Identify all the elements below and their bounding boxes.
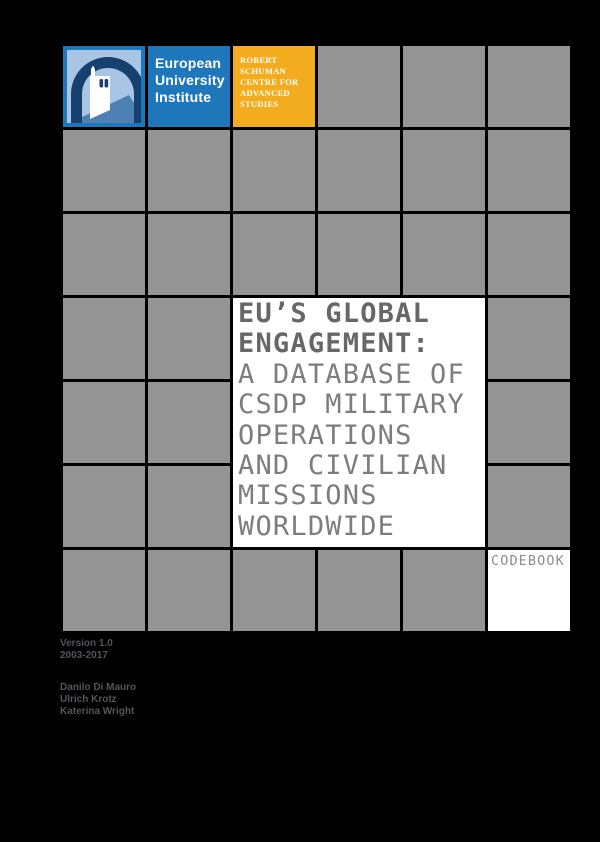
author-name: Katerina Wright bbox=[60, 706, 135, 717]
rscas-line: CENTRE FOR bbox=[240, 77, 299, 87]
gray-tile bbox=[148, 298, 230, 379]
gray-tile bbox=[318, 130, 400, 211]
gray-tile bbox=[233, 130, 315, 211]
title-line: ENGAGEMENT: bbox=[238, 328, 431, 360]
gray-tile bbox=[63, 214, 145, 295]
rscas-tile: ROBERT SCHUMAN CENTRE FOR ADVANCED STUDI… bbox=[233, 46, 315, 127]
subtitle-line: A DATABASE OF bbox=[238, 358, 465, 390]
gray-tile bbox=[318, 46, 400, 127]
title-block: EU’S GLOBAL ENGAGEMENT: A DATABASE OF CS… bbox=[233, 298, 485, 547]
rscas-line: SCHUMAN bbox=[240, 66, 287, 76]
subtitle-line: CSDP MILITARY bbox=[238, 389, 465, 421]
gray-tile bbox=[233, 550, 315, 631]
gray-tile bbox=[403, 550, 485, 631]
gray-tile bbox=[148, 550, 230, 631]
subtitle-line: MISSIONS bbox=[238, 480, 378, 512]
gray-tile bbox=[233, 214, 315, 295]
codebook-tile: CODEBOOK bbox=[488, 550, 570, 631]
gray-tile bbox=[148, 382, 230, 463]
authors-list: Danilo Di Mauro Ulrich Krotz Katerina Wr… bbox=[60, 682, 136, 718]
gray-tile bbox=[63, 466, 145, 547]
gray-tile bbox=[488, 382, 570, 463]
gray-tile bbox=[403, 130, 485, 211]
eui-name-line: University bbox=[155, 72, 225, 88]
tile-grid: European University Institute ROBERT SCH… bbox=[63, 46, 570, 631]
author-name: Ulrich Krotz bbox=[60, 694, 117, 705]
subtitle-line: WORLDWIDE bbox=[238, 510, 396, 542]
gray-tile bbox=[148, 214, 230, 295]
title-line: EU’S GLOBAL bbox=[238, 298, 431, 329]
gray-tile bbox=[488, 298, 570, 379]
gray-tile bbox=[488, 466, 570, 547]
rscas-line: ROBERT bbox=[240, 55, 278, 65]
gray-tile bbox=[63, 550, 145, 631]
gray-tile bbox=[488, 130, 570, 211]
footer-credits: Version 1.0 2003-2017 Danilo Di Mauro Ul… bbox=[60, 638, 136, 718]
gray-tile bbox=[148, 130, 230, 211]
gray-tile bbox=[488, 46, 570, 127]
gray-tile bbox=[318, 214, 400, 295]
gray-tile bbox=[63, 130, 145, 211]
gray-tile bbox=[318, 550, 400, 631]
period-label: 2003-2017 bbox=[60, 650, 108, 661]
eui-name-tile: European University Institute bbox=[148, 46, 230, 127]
eui-name-line: European bbox=[155, 55, 222, 71]
rscas-line: STUDIES bbox=[240, 99, 279, 109]
gray-tile bbox=[488, 214, 570, 295]
gray-tile bbox=[148, 466, 230, 547]
subtitle-line: AND CIVILIAN bbox=[238, 450, 448, 482]
subtitle-line: OPERATIONS bbox=[238, 419, 413, 451]
version-label: Version 1.0 bbox=[60, 638, 113, 649]
codebook-label: CODEBOOK bbox=[491, 553, 565, 569]
gray-tile bbox=[403, 46, 485, 127]
gray-tile bbox=[63, 382, 145, 463]
gray-tile bbox=[403, 214, 485, 295]
eui-badia-arch-icon bbox=[63, 46, 145, 127]
eui-name-line: Institute bbox=[155, 89, 212, 105]
author-name: Danilo Di Mauro bbox=[60, 682, 137, 693]
gray-tile bbox=[63, 298, 145, 379]
eui-logo-tile bbox=[63, 46, 145, 127]
rscas-line: ADVANCED bbox=[240, 88, 290, 98]
